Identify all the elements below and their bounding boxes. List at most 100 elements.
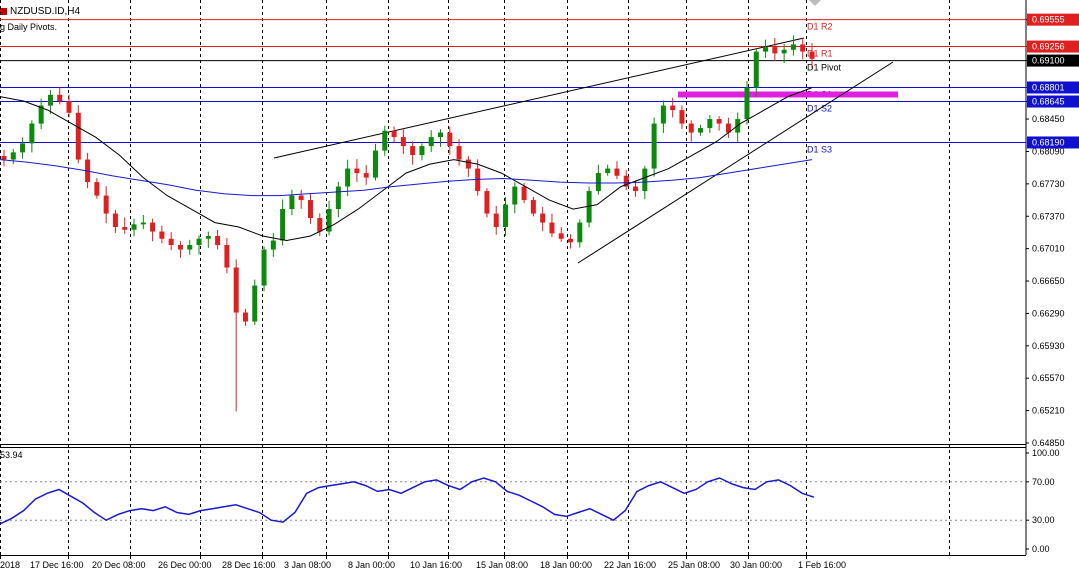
candle-body	[614, 168, 620, 176]
candle-body	[112, 213, 118, 228]
candle-body	[716, 119, 722, 124]
candle-body	[382, 130, 388, 151]
price-tag	[1027, 136, 1079, 149]
rsi-axis-label: 30.00	[1032, 515, 1055, 525]
candle-body	[400, 137, 406, 147]
candle-body	[540, 213, 546, 223]
price-tag	[1027, 40, 1079, 53]
price-tag-label: 0.68645	[1032, 97, 1065, 107]
candle-body	[345, 168, 351, 187]
candle-body	[558, 233, 564, 239]
price-tag	[1027, 13, 1079, 26]
candle-body	[20, 143, 26, 153]
candle-body	[298, 195, 304, 201]
time-axis-label: 30 Jan 00:00	[730, 560, 782, 570]
candle-body	[335, 186, 341, 210]
candle-body	[772, 47, 778, 54]
ma-slow-line	[0, 159, 813, 197]
candle-body	[47, 94, 53, 106]
price-tag	[1027, 95, 1079, 108]
price-tag	[1027, 81, 1079, 94]
candle-body	[698, 128, 704, 133]
candle-body	[642, 168, 648, 192]
price-axis-label: 0.67010	[1032, 244, 1065, 254]
candle-body	[57, 94, 63, 102]
price-tag-label: 0.69100	[1032, 56, 1065, 66]
candle-body	[215, 236, 221, 246]
time-axis-label: 2018	[0, 560, 20, 570]
candle-body	[503, 204, 509, 228]
rsi-line	[0, 477, 815, 525]
price-axis-label: 0.65570	[1032, 373, 1065, 383]
candle-body	[205, 236, 211, 239]
price-axis-label: 0.67370	[1032, 211, 1065, 221]
time-axis-label: 22 Jan 16:00	[604, 560, 656, 570]
price-tag-label: 0.68801	[1032, 82, 1065, 92]
candle-body	[391, 130, 397, 138]
price-tag	[1027, 54, 1079, 67]
time-axis-label: 10 Jan 16:00	[410, 560, 462, 570]
pivot-label: D1 R1	[807, 49, 833, 59]
time-axis-label: 1 Feb 16:00	[798, 560, 846, 570]
candle-body	[354, 168, 360, 174]
candle-body	[577, 222, 583, 243]
time-axis-label: 8 Jan 00:00	[348, 560, 395, 570]
indicator-title: g Daily Pivots.	[0, 22, 58, 32]
price-axis-label: 0.67730	[1032, 179, 1065, 189]
candle-body	[530, 200, 536, 214]
candle-body	[363, 173, 369, 178]
candle-body	[122, 227, 128, 230]
candle-body	[456, 146, 462, 160]
candle-body	[159, 231, 165, 239]
candle-body	[140, 222, 146, 225]
shift-marker-icon	[809, 0, 821, 6]
candle-body	[233, 267, 239, 313]
candle-body	[465, 159, 471, 169]
candle-body	[307, 200, 313, 219]
candle-body	[103, 195, 109, 214]
price-axis-label: 0.66650	[1032, 276, 1065, 286]
upper-trendline	[273, 37, 805, 159]
candle-body	[261, 249, 267, 286]
candle-body	[725, 123, 731, 133]
candle-body	[224, 245, 230, 268]
price-axis-label: 0.64850	[1032, 438, 1065, 448]
time-axis-label: 3 Jan 08:00	[284, 560, 331, 570]
price-axis-label: 0.65210	[1032, 406, 1065, 416]
candle-body	[326, 209, 332, 232]
symbol-icon	[0, 7, 7, 15]
candle-body	[586, 191, 592, 223]
candle-body	[670, 105, 676, 111]
candle-body	[317, 218, 323, 232]
candle-body	[623, 175, 629, 187]
candle-body	[419, 146, 425, 156]
symbol-title: NZDUSD.ID,H4	[0, 6, 80, 17]
candle-body	[438, 132, 444, 138]
candle-body	[29, 123, 35, 144]
candle-body	[177, 245, 183, 250]
candle-body	[595, 173, 601, 192]
candle-body	[428, 137, 434, 147]
price-tag-label: 0.69256	[1032, 42, 1065, 52]
candle-body	[781, 49, 787, 54]
candle-body	[605, 168, 611, 174]
symbol-title-text: NZDUSD.ID,H4	[10, 6, 81, 17]
candle-body	[493, 213, 499, 228]
candle-body	[679, 110, 685, 124]
candle-body	[150, 222, 156, 232]
rsi-axis-label: 70.00	[1032, 477, 1055, 487]
candle-body	[707, 119, 713, 129]
candle-body	[447, 132, 453, 147]
lower-trendline	[577, 61, 894, 264]
price-tag-label: 0.69555	[1032, 15, 1065, 25]
candle-body	[512, 186, 518, 205]
rsi-axis-label: 0.00	[1032, 544, 1050, 554]
candle-body	[187, 245, 193, 250]
candle-body	[131, 224, 137, 230]
pivot-label: D1 Pivot	[807, 63, 842, 73]
candle-body	[252, 285, 258, 322]
time-axis-label: 17 Dec 16:00	[30, 560, 84, 570]
rsi-axis-label: 100.00	[1032, 448, 1060, 458]
candle-body	[651, 123, 657, 169]
